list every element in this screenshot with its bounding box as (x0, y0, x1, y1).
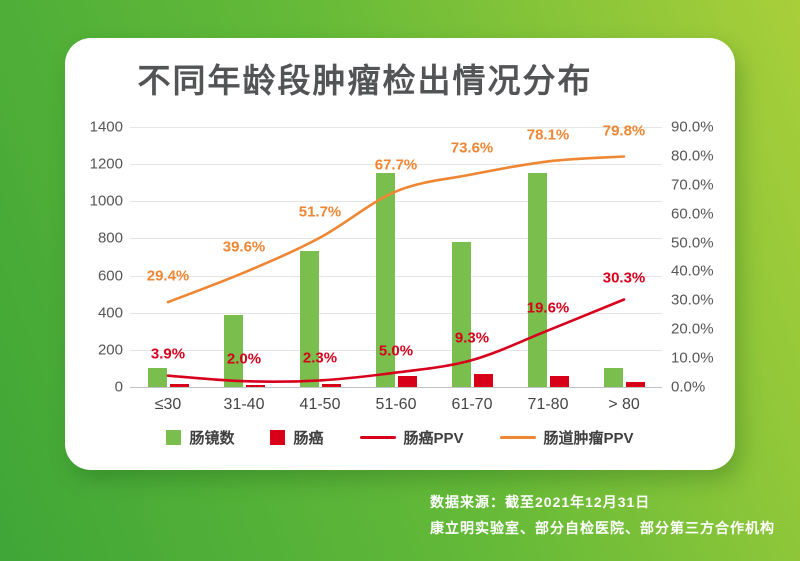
chart-card: 不同年龄段肿瘤检出情况分布 0 200 400 600 800 1000 1200 1400 0… (65, 38, 735, 470)
cancer-ppv-point-label: 5.0% (378, 342, 414, 360)
legend-line-marker (359, 435, 396, 439)
x-axis-label: 61-70 (451, 396, 493, 413)
bar-colonoscopy-count (451, 242, 471, 387)
gridline (130, 275, 662, 277)
tumor-ppv-point-label: 29.4% (146, 267, 190, 285)
bar-colonoscopy-count (223, 314, 243, 387)
bar-cancer-count (245, 384, 265, 387)
y-axis-tick-left: 1000 (89, 192, 123, 210)
tumor-ppv-point-label: 73.6% (450, 139, 494, 157)
cancer-ppv-point-label: 9.3% (454, 329, 490, 347)
y-axis-tick-right: 40.0% (671, 262, 714, 280)
data-source-line1: 数据来源：截至2021年12月31日 (430, 494, 651, 510)
legend-label: 肠癌 (293, 429, 324, 447)
bar-cancer-count (549, 375, 569, 387)
chart-title: 不同年龄段肿瘤检出情况分布 (137, 62, 593, 99)
tumor-ppv-point-label: 51.7% (298, 203, 342, 221)
gridline (130, 238, 662, 240)
x-axis-line (130, 387, 662, 388)
bar-colonoscopy-count (147, 368, 167, 387)
tumor-ppv-point-label: 79.8% (602, 122, 646, 139)
chart-area: 0 200 400 600 800 1000 1200 1400 0.0% 10.0% 20.0% 3… (65, 38, 735, 470)
y-axis-tick-right: 30.0% (671, 291, 714, 309)
y-axis-tick-left: 400 (97, 304, 123, 322)
x-axis-label: ≤30 (154, 396, 182, 413)
legend-label: 肠癌PPV (403, 429, 464, 447)
y-axis-tick-left: 600 (97, 267, 123, 285)
cancer-ppv-point-label: 19.6% (526, 299, 570, 317)
bar-colonoscopy-count (375, 173, 395, 387)
legend-item: 肠镜数 (166, 427, 234, 448)
legend-item: 肠癌 (270, 427, 324, 448)
bar-cancer-count (169, 383, 189, 387)
x-axis-label: 41-50 (299, 396, 341, 413)
y-axis-tick-right: 60.0% (671, 205, 714, 223)
y-axis-tick-left: 1400 (89, 118, 123, 136)
gridline (130, 312, 662, 314)
y-axis-tick-left: 0 (114, 378, 123, 396)
legend-item: 肠道肿瘤PPV (499, 427, 634, 448)
cancer-ppv-point-label: 3.9% (150, 345, 186, 363)
bar-cancer-count (625, 381, 645, 387)
y-axis-tick-left: 800 (97, 229, 123, 247)
legend-label: 肠镜数 (189, 429, 235, 447)
data-source-note: 数据来源：截至2021年12月31日 康立明实验室、部分自检医院、部分第三方合作… (430, 489, 775, 541)
y-axis-tick-left: 200 (97, 341, 123, 359)
y-axis-tick-right: 20.0% (671, 320, 714, 338)
y-axis-tick-right: 50.0% (671, 234, 714, 252)
x-axis-label: 71-80 (527, 396, 569, 413)
gridline (130, 164, 662, 166)
cancer-ppv-point-label: 2.3% (302, 349, 338, 367)
y-axis-tick-right: 70.0% (671, 176, 714, 194)
legend-square-marker (166, 429, 182, 445)
chart-legend: 肠镜数 肠癌 肠癌PPV 肠道肿瘤PPV (65, 426, 735, 448)
y-axis-tick-right: 0.0% (671, 378, 706, 396)
gridline (130, 201, 662, 203)
x-axis-label: 31-40 (223, 396, 265, 413)
bar-colonoscopy-count (603, 367, 623, 387)
cancer-ppv-point-label: 2.0% (226, 350, 262, 368)
bar-cancer-count (321, 384, 341, 387)
legend-square-marker (270, 429, 286, 445)
y-axis-tick-right: 90.0% (671, 118, 714, 136)
x-axis-label: > 80 (608, 396, 640, 413)
tumor-ppv-line (166, 155, 626, 304)
y-axis-tick-right: 80.0% (671, 147, 714, 165)
tumor-ppv-point-label: 39.6% (222, 238, 266, 256)
x-axis-label: 51-60 (375, 396, 417, 413)
cancer-ppv-point-label: 30.3% (602, 269, 646, 286)
data-source-line2: 康立明实验室、部分自检医院、部分第三方合作机构 (430, 520, 775, 536)
tumor-ppv-point-label: 67.7% (374, 156, 418, 174)
legend-line-marker (499, 435, 536, 439)
tumor-ppv-point-label: 78.1% (526, 126, 570, 144)
legend-label: 肠道肿瘤PPV (543, 429, 634, 447)
bar-cancer-count (397, 375, 417, 387)
y-axis-tick-right: 10.0% (671, 349, 714, 367)
bar-cancer-count (473, 374, 493, 387)
ppv-lines-layer (166, 155, 626, 383)
bar-colonoscopy-count (299, 251, 319, 387)
legend-item: 肠癌PPV (359, 427, 464, 448)
cancer-ppv-line (166, 298, 626, 383)
gridline (130, 349, 662, 351)
gridline (130, 127, 662, 128)
y-axis-tick-left: 1200 (89, 155, 123, 173)
